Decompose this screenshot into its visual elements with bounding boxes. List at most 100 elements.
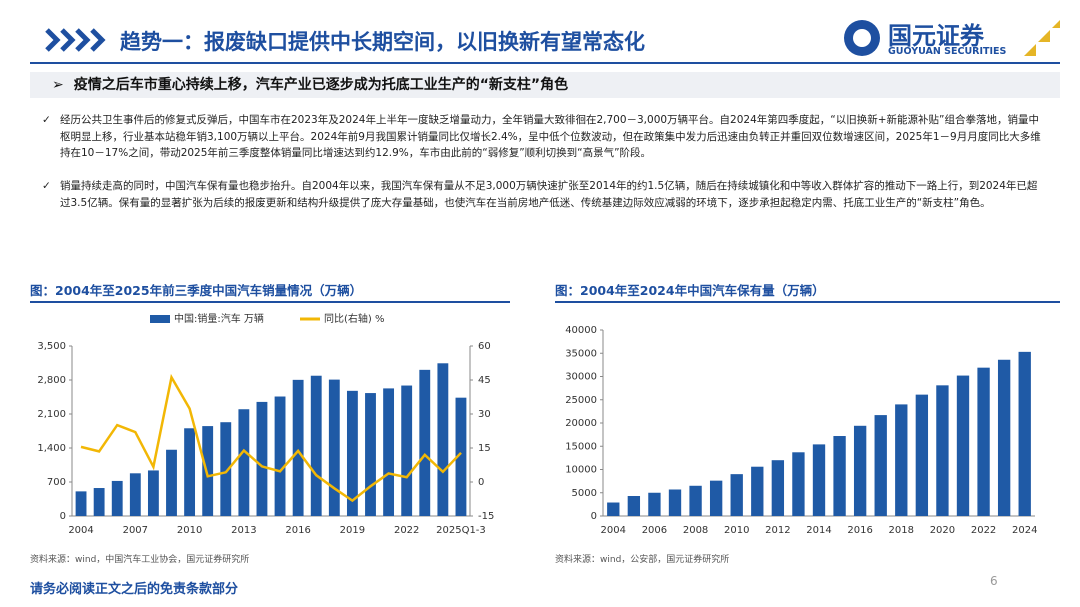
- bar: [607, 502, 620, 516]
- bar: [274, 396, 286, 516]
- y-tick-label: 20000: [565, 418, 597, 429]
- legend-label: 中国:销量:汽车 万辆: [174, 312, 264, 325]
- x-tick-label: 2006: [642, 525, 667, 536]
- bar: [75, 491, 87, 516]
- bar: [771, 460, 785, 516]
- chart-title: 图：2004年至2025年前三季度中国汽车销量情况（万辆）: [30, 280, 510, 303]
- bar: [328, 379, 340, 516]
- y-tick-label: 5000: [572, 488, 597, 499]
- bar: [310, 375, 322, 516]
- y-tick-label: 1,400: [37, 443, 66, 454]
- source-note: 资料来源：wind，中国汽车工业协会，国元证券研究所: [30, 555, 250, 565]
- subtitle: 疫情之后车市重心持续上移，汽车产业已逐步成为托底工业生产的“新支柱”角色: [73, 77, 569, 93]
- subtitle-band: ➢ 疫情之后车市重心持续上移，汽车产业已逐步成为托底工业生产的“新支柱”角色: [30, 72, 1060, 98]
- legend-label: 同比(右轴) %: [324, 312, 384, 325]
- header-title: 趋势一：报废缺口提供中长期空间，以旧换新有望常态化: [120, 30, 645, 54]
- paragraph: ✓ 经历公共卫生事件后的修复式反弹后，中国车市在2023年及2024年上半年一度缺…: [42, 114, 1041, 159]
- y-tick-label: 30000: [565, 372, 597, 383]
- bar: [184, 428, 196, 516]
- bar: [874, 415, 887, 516]
- y-tick-label: 25000: [565, 395, 597, 406]
- bar: [812, 444, 826, 516]
- y-tick-label: 35000: [565, 348, 597, 359]
- x-tick-label: 2007: [123, 525, 148, 536]
- bar: [915, 394, 929, 516]
- x-tick-label: 2013: [231, 525, 256, 536]
- bar: [895, 404, 908, 516]
- bar: [689, 485, 702, 516]
- y2-tick-label: -15: [478, 511, 494, 522]
- bar: [977, 367, 990, 516]
- y2-tick-label: 15: [478, 443, 491, 454]
- y2-tick-label: 60: [478, 341, 491, 352]
- x-tick-label: 2020: [930, 525, 955, 536]
- bar: [437, 363, 449, 516]
- y-tick-label: 0: [591, 511, 597, 522]
- line: [80, 373, 462, 503]
- disclaimer: 请务必阅读正文之后的免责条款部分: [30, 582, 239, 597]
- y-tick-label: 700: [47, 477, 66, 488]
- source-note: 资料来源：wind，公安部，国元证券研究所: [555, 555, 730, 565]
- bar: [292, 379, 304, 516]
- bar: [1018, 351, 1031, 516]
- bar: [648, 492, 661, 516]
- logo-text: 国元证券: [888, 22, 984, 50]
- logo-icon: [844, 20, 880, 56]
- bar: [627, 496, 641, 516]
- bar: [346, 390, 358, 516]
- bar: [709, 480, 723, 516]
- bar: [401, 385, 413, 516]
- x-tick-label: 2024: [1012, 525, 1037, 536]
- page-number: 6: [990, 574, 998, 588]
- x-tick-label: 2018: [889, 525, 914, 536]
- x-tick-label: 2022: [394, 525, 419, 536]
- y-tick-label: 10000: [565, 465, 597, 476]
- paragraph: ✓ 销量持续走高的同时，中国汽车保有量也稳步抬升。自2004年以来，我国汽车保有量…: [42, 180, 1038, 209]
- x-tick-label: 2022: [971, 525, 996, 536]
- bar: [853, 425, 867, 516]
- paragraph-text: 销量持续走高的同时，中国汽车保有量也稳步抬升。自2004年以来，我国汽车保有量从…: [60, 180, 1038, 209]
- x-tick-label: 2010: [177, 525, 202, 536]
- bar: [997, 359, 1011, 516]
- chart: 0 5000 10000 15000 20000 25000 30000 35000 40000…: [565, 325, 1037, 536]
- bar: [383, 388, 395, 516]
- bar: [111, 480, 123, 516]
- y-tick-label: 15000: [565, 441, 597, 452]
- y-tick-label: 40000: [565, 325, 597, 336]
- bar: [730, 474, 743, 516]
- x-tick-label: 2016: [847, 525, 872, 536]
- y2-tick-label: 0: [478, 477, 484, 488]
- x-tick-label: 2025Q1-3: [436, 525, 486, 536]
- legend-swatch: [150, 315, 170, 323]
- bar: [792, 452, 805, 516]
- bar: [93, 488, 105, 516]
- x-tick-label: 2012: [765, 525, 790, 536]
- chart-title: 图：2004年至2024年中国汽车保有量（万辆）: [555, 280, 1060, 303]
- bar: [833, 436, 846, 516]
- x-tick-label: 2004: [68, 525, 93, 536]
- y2-tick-label: 45: [478, 375, 491, 386]
- bar: [751, 466, 764, 516]
- bar: [956, 375, 970, 516]
- header-rule: [30, 62, 1060, 64]
- logo-en: GUOYUAN SECURITIES: [888, 46, 1007, 57]
- y-tick-label: 3,500: [37, 341, 66, 352]
- bar: [419, 369, 431, 516]
- bar: [455, 397, 467, 516]
- y-tick-label: 2,800: [37, 375, 66, 386]
- logo-deco: [1024, 20, 1060, 56]
- bar: [166, 449, 177, 516]
- x-tick-label: 2004: [601, 525, 626, 536]
- x-tick-label: 2019: [340, 525, 365, 536]
- x-tick-label: 2008: [683, 525, 708, 536]
- paragraph-text: 经历公共卫生事件后的修复式反弹后，中国车市在2023年及2024年上半年一度缺乏…: [60, 114, 1041, 159]
- x-tick-label: 2016: [285, 525, 310, 536]
- bar: [256, 401, 268, 516]
- bar: [365, 393, 376, 516]
- bar: [668, 489, 682, 516]
- bar: [129, 473, 141, 516]
- chevrons: [45, 28, 106, 52]
- x-tick-label: 2010: [724, 525, 749, 536]
- bar: [202, 426, 214, 516]
- y2-tick-label: 30: [478, 409, 491, 420]
